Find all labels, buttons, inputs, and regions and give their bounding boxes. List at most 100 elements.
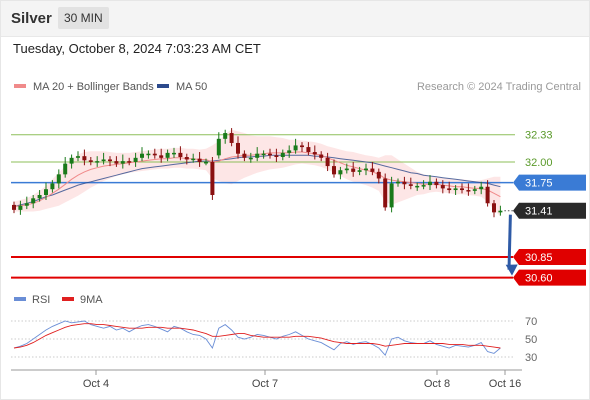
candle <box>396 178 400 187</box>
candle-body <box>364 168 368 171</box>
candle-body <box>415 185 420 188</box>
candle-body <box>18 205 23 210</box>
candle-body <box>159 155 164 158</box>
candle <box>204 158 208 166</box>
timeframe-button[interactable]: 30 MIN <box>58 7 109 29</box>
candle-body <box>248 157 253 160</box>
candle <box>319 151 324 162</box>
candle-body <box>69 157 74 164</box>
candle-body <box>197 158 202 162</box>
legend-label: MA 20 + Bollinger Bands <box>33 81 154 93</box>
candle <box>146 150 151 159</box>
candle <box>56 169 61 189</box>
candle <box>229 128 234 147</box>
candle <box>76 151 80 162</box>
forecast-arrow-shaft <box>507 214 512 270</box>
candle <box>178 146 183 161</box>
candle-body <box>152 153 157 156</box>
candle-body <box>223 133 228 139</box>
candle-body <box>408 184 413 186</box>
candle <box>300 142 304 153</box>
candle-body <box>50 183 55 190</box>
candle <box>37 190 42 202</box>
rsi-line <box>13 320 501 357</box>
rsi-legend-swatch <box>62 297 74 301</box>
candle <box>248 152 253 163</box>
level-label-31.75: 31.75 <box>525 178 553 190</box>
candle <box>152 148 157 159</box>
legend-label: MA 50 <box>176 81 207 93</box>
candle-body <box>146 153 151 156</box>
level-tag-31.41 <box>513 202 586 219</box>
candle-body <box>191 158 196 161</box>
candle <box>408 177 413 190</box>
candle <box>236 136 240 159</box>
candle <box>280 149 285 161</box>
candle-body <box>204 161 208 164</box>
candle <box>466 183 471 196</box>
level-label-31.41: 31.41 <box>525 206 553 218</box>
level-tag-30.60 <box>513 269 586 286</box>
candle <box>338 166 343 180</box>
time-tick-label: Oct 8 <box>424 378 450 390</box>
candle-body <box>274 155 279 157</box>
candle-body <box>376 171 381 179</box>
rsi-ma-line <box>13 323 501 349</box>
candle-body <box>492 203 496 213</box>
instrument-title: Silver <box>11 10 52 27</box>
candle-body <box>165 152 170 158</box>
time-tick-label: Oct 16 <box>489 378 521 390</box>
candle-body <box>76 156 80 158</box>
candle <box>24 196 29 210</box>
candle-body <box>44 189 48 195</box>
rsi-tick-label: 50 <box>525 334 537 346</box>
candle-body <box>447 188 452 191</box>
candle-body <box>82 156 87 161</box>
candle <box>172 147 176 158</box>
candle <box>108 156 112 167</box>
candle-body <box>172 152 176 155</box>
candle <box>415 182 420 191</box>
rsi-tick-label: 30 <box>525 352 537 364</box>
candle <box>440 180 445 194</box>
candle <box>325 152 330 172</box>
level-label-32.00: 32.00 <box>525 157 553 169</box>
candle <box>492 199 496 218</box>
rsi-legend-swatch <box>14 297 26 301</box>
candle-body <box>236 142 240 154</box>
candle-body <box>344 168 349 171</box>
candle-body <box>95 161 100 163</box>
candle-body <box>120 161 125 164</box>
candle-body <box>178 152 183 157</box>
candle-body <box>184 157 189 160</box>
candle <box>376 168 381 184</box>
candle-body <box>332 166 336 175</box>
candle <box>268 148 272 159</box>
candle <box>140 147 144 162</box>
candle <box>485 180 490 207</box>
candle-body <box>383 178 388 208</box>
candle-body <box>268 153 272 156</box>
candle <box>197 152 202 167</box>
candle-body <box>63 163 68 175</box>
legend-swatch <box>157 84 169 88</box>
candle <box>223 129 228 144</box>
candle-body <box>460 188 464 191</box>
candle <box>31 195 36 209</box>
candle-body <box>479 186 484 190</box>
candle-body <box>472 189 477 191</box>
candle <box>287 145 292 158</box>
candle <box>421 180 426 190</box>
candle <box>127 157 132 166</box>
candle <box>101 152 106 165</box>
chart-header: Silver 30 MIN <box>0 0 590 37</box>
candle <box>120 154 125 169</box>
candle <box>357 166 362 176</box>
candle <box>44 182 48 200</box>
level-label-30.60: 30.60 <box>525 273 553 285</box>
candle <box>210 157 215 200</box>
candle <box>434 178 439 189</box>
level-label-32.33: 32.33 <box>525 130 553 142</box>
candle-body <box>389 183 394 208</box>
